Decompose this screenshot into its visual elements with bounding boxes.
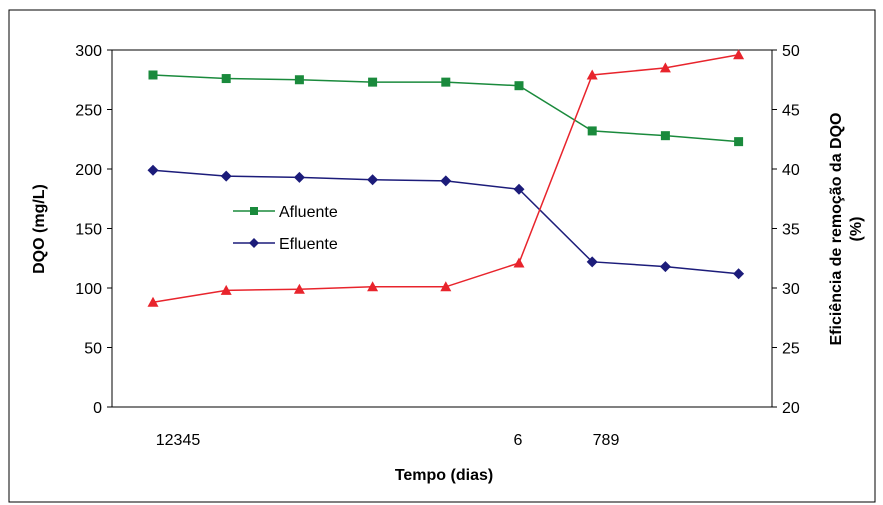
point-efluente-7 xyxy=(586,256,598,268)
point-removal-efficiency-4 xyxy=(367,281,379,292)
point-removal-efficiency-9 xyxy=(733,49,745,60)
y-tick-label-5: 250 xyxy=(75,103,102,120)
legend-afluente-label: Afluente xyxy=(279,204,338,221)
y-tick-label-1: 50 xyxy=(84,341,102,358)
point-efluente-5 xyxy=(440,175,452,187)
y2-tick-label-1: 25 xyxy=(782,341,800,358)
right-axis-ticks: 20 25 30 35 40 45 50 xyxy=(772,43,800,417)
point-efluente-1 xyxy=(147,164,159,176)
point-efluente-6 xyxy=(513,183,525,195)
point-afluente-2 xyxy=(221,74,231,84)
legend-efluente-marker xyxy=(249,238,259,248)
point-afluente-3 xyxy=(294,75,304,85)
point-afluente-7 xyxy=(587,126,597,136)
point-removal-efficiency-1 xyxy=(147,296,159,307)
legend-afluente-marker xyxy=(250,207,258,215)
point-removal-efficiency-3 xyxy=(293,283,305,294)
y2-tick-label-0: 20 xyxy=(782,400,800,417)
point-afluente-4 xyxy=(368,77,378,87)
point-afluente-1 xyxy=(148,70,158,80)
y-tick-label-0: 0 xyxy=(93,400,102,417)
y2-axis-title-line2: (%) xyxy=(848,217,865,242)
point-removal-efficiency-7 xyxy=(586,69,598,80)
y-tick-label-6: 300 xyxy=(75,43,102,60)
point-afluente-6 xyxy=(514,81,524,91)
x-tick-label-3: 789 xyxy=(593,432,620,449)
y2-tick-label-2: 30 xyxy=(782,281,800,298)
point-afluente-8 xyxy=(660,131,670,141)
x-axis-title: Tempo (dias) xyxy=(395,467,493,484)
series-layer xyxy=(147,49,745,307)
plot-area xyxy=(111,49,773,408)
y2-tick-label-4: 40 xyxy=(782,162,800,179)
y-tick-label-4: 200 xyxy=(75,162,102,179)
point-removal-efficiency-5 xyxy=(440,281,452,292)
y2-axis-title-line1: Eficiência de remoção da DQO xyxy=(828,113,845,346)
y2-tick-label-6: 50 xyxy=(782,43,800,60)
chart-area-border xyxy=(8,9,876,503)
x-tick-label-2: 6 xyxy=(514,432,523,449)
y-tick-label-2: 100 xyxy=(75,281,102,298)
left-axis-ticks: 0 50 100 150 200 250 300 xyxy=(75,43,112,417)
point-removal-efficiency-6 xyxy=(513,257,525,268)
point-afluente-5 xyxy=(441,77,451,87)
legend: Afluente Efluente xyxy=(233,204,338,253)
point-efluente-9 xyxy=(733,268,745,280)
point-efluente-8 xyxy=(659,261,671,273)
x-tick-label-1: 12345 xyxy=(156,432,201,449)
y-tick-label-3: 150 xyxy=(75,222,102,239)
point-efluente-4 xyxy=(367,174,379,186)
point-efluente-2 xyxy=(220,170,232,182)
y2-tick-label-3: 35 xyxy=(782,222,800,239)
y2-tick-label-5: 45 xyxy=(782,103,800,120)
legend-efluente-label: Efluente xyxy=(279,236,338,253)
y-axis-title: DQO (mg/L) xyxy=(31,184,48,274)
point-removal-efficiency-8 xyxy=(659,62,671,73)
point-afluente-9 xyxy=(734,137,744,147)
point-removal-efficiency-2 xyxy=(220,284,232,295)
point-efluente-3 xyxy=(293,171,305,183)
